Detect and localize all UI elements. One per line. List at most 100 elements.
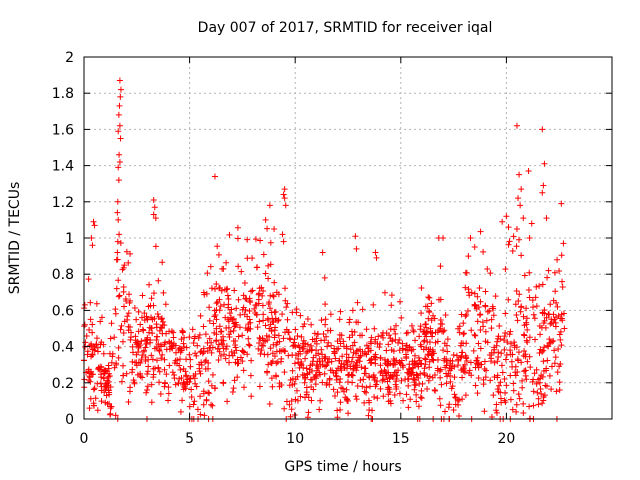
data-point [318, 346, 325, 353]
data-point [216, 285, 223, 292]
data-point [182, 385, 189, 392]
data-point [302, 355, 309, 362]
data-point [324, 359, 331, 366]
data-point [450, 351, 457, 358]
data-point [100, 341, 107, 348]
data-point [411, 352, 418, 359]
data-point [135, 328, 142, 335]
data-point [376, 344, 383, 351]
data-point [454, 397, 461, 404]
data-point [308, 321, 315, 328]
data-point [334, 389, 341, 396]
data-point [125, 259, 132, 266]
data-point [352, 233, 359, 240]
data-point [391, 391, 398, 398]
data-point [503, 213, 510, 220]
data-point [539, 400, 546, 407]
data-point [386, 375, 393, 382]
data-point [294, 332, 301, 339]
data-point [159, 351, 166, 358]
data-point [97, 363, 104, 370]
data-point [425, 315, 432, 322]
data-point [138, 314, 145, 321]
data-point [241, 384, 248, 391]
data-point [461, 330, 468, 337]
data-point [235, 360, 242, 367]
data-point [383, 347, 390, 354]
data-point [447, 378, 454, 385]
data-point [348, 328, 355, 335]
data-point [480, 323, 487, 330]
data-point [515, 195, 522, 202]
data-point [477, 311, 484, 318]
data-point [125, 399, 132, 405]
data-point [300, 337, 307, 344]
data-point [519, 377, 526, 384]
data-point [127, 384, 134, 391]
data-point [87, 395, 94, 402]
data-point [417, 326, 424, 333]
data-point [262, 216, 269, 223]
data-point [512, 369, 519, 376]
data-point [363, 384, 370, 391]
data-point [223, 259, 230, 266]
data-point [162, 380, 169, 387]
data-point [239, 358, 246, 365]
data-point [223, 324, 230, 331]
data-point [408, 322, 415, 329]
data-point [228, 314, 235, 321]
data-point [390, 361, 397, 368]
data-point [455, 357, 462, 364]
data-point [529, 297, 536, 304]
data-point [97, 318, 104, 325]
data-point [356, 354, 363, 361]
data-point [533, 303, 540, 310]
data-point [94, 380, 101, 387]
data-point [115, 216, 122, 223]
data-point [561, 325, 568, 332]
data-point [482, 302, 489, 309]
data-point [331, 345, 338, 352]
y-tick-label: 1.6 [52, 122, 74, 138]
data-point [482, 328, 489, 335]
data-point [90, 218, 97, 225]
data-point [393, 386, 400, 393]
data-point [397, 298, 404, 305]
data-point [137, 373, 144, 380]
data-point [256, 290, 263, 297]
data-point [177, 408, 184, 415]
data-point [468, 327, 475, 334]
data-point [276, 338, 283, 345]
data-point [127, 336, 134, 343]
data-point [213, 306, 220, 313]
data-point [337, 406, 344, 413]
data-point [241, 279, 248, 286]
data-point [377, 369, 384, 376]
data-point [91, 222, 98, 229]
data-point [461, 369, 468, 376]
data-point [120, 284, 127, 291]
data-point [179, 397, 186, 404]
data-point [300, 364, 307, 371]
data-point [494, 338, 501, 345]
data-point [542, 324, 549, 331]
data-point [421, 328, 428, 335]
data-point [181, 383, 188, 390]
data-point [308, 347, 315, 354]
data-point [492, 293, 499, 300]
data-point [189, 326, 196, 333]
data-point [374, 378, 381, 385]
data-point [421, 365, 428, 372]
data-point [156, 368, 163, 375]
data-point [116, 151, 123, 158]
data-point [348, 371, 355, 378]
data-point [301, 321, 308, 328]
data-point [477, 298, 484, 305]
data-point [144, 368, 151, 375]
data-point [557, 328, 564, 335]
data-point [352, 393, 359, 400]
data-point [498, 362, 505, 369]
data-point [546, 372, 553, 379]
data-point [273, 360, 280, 367]
data-point [396, 359, 403, 366]
